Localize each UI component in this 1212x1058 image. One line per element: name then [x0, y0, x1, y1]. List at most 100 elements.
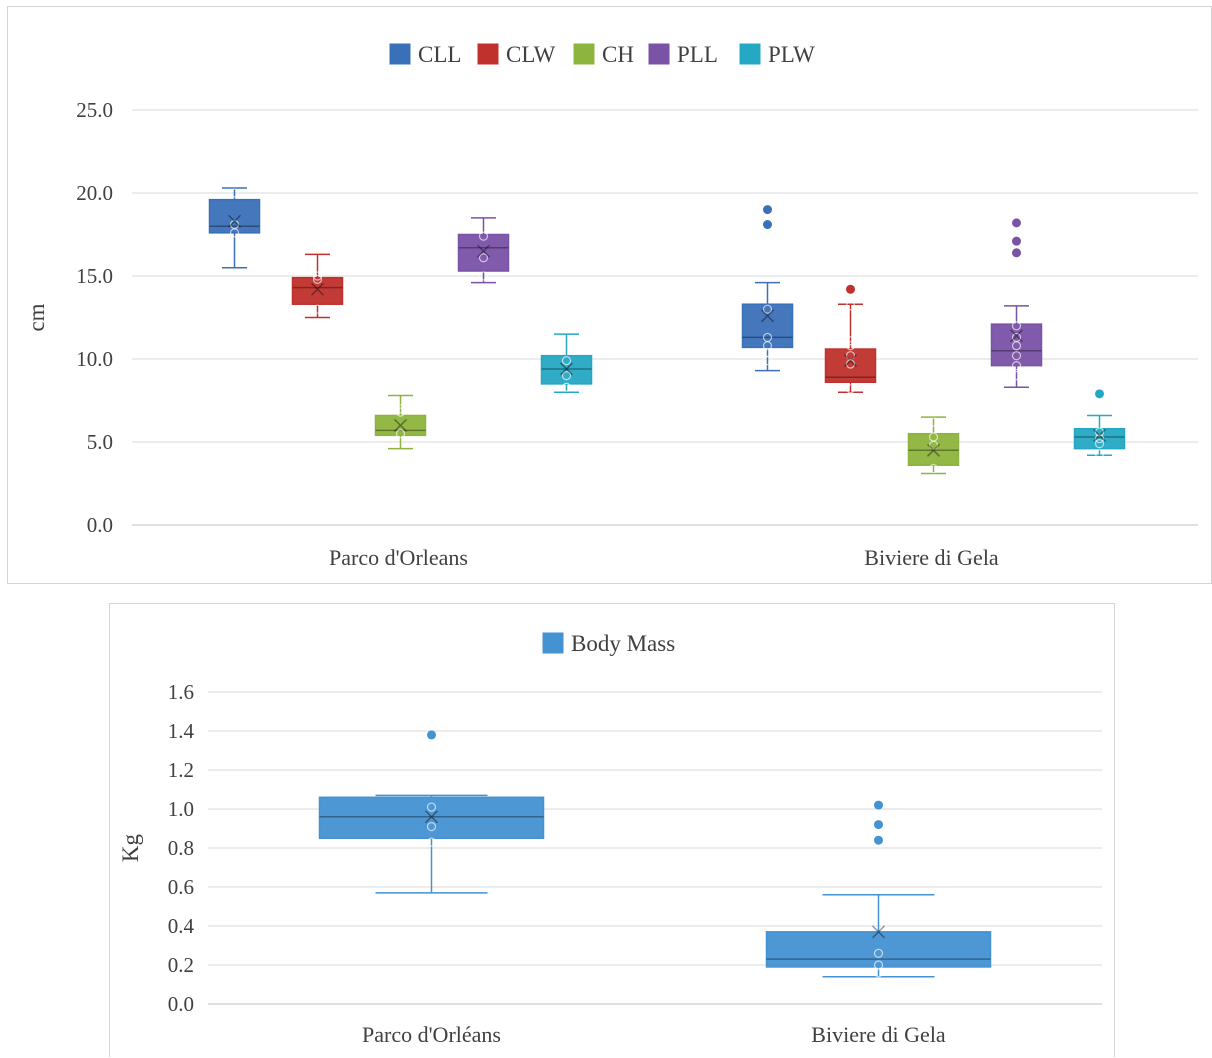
box-iqr — [741, 303, 794, 349]
x-category-label: Biviere di Gela — [811, 1022, 946, 1047]
mean-marker — [1092, 428, 1107, 442]
inner-point — [478, 231, 489, 241]
inner-point — [312, 271, 323, 281]
y-tick-label: 1.0 — [168, 797, 194, 821]
box-iqr — [374, 414, 427, 437]
outlier-point — [874, 835, 883, 845]
box-iqr — [990, 323, 1043, 367]
mean-marker — [424, 810, 439, 824]
mean-marker — [1009, 329, 1024, 343]
y-axis-title: Kg — [118, 833, 143, 862]
inner-point — [1011, 332, 1022, 343]
outlier-point — [874, 820, 883, 830]
inner-point — [561, 371, 572, 381]
legend-label: Body Mass — [571, 631, 675, 656]
inner-point — [762, 347, 773, 357]
box-PLL-0 — [457, 217, 510, 284]
outlier-point — [763, 220, 772, 230]
box-PLW-1 — [1073, 389, 1126, 459]
y-tick-label: 1.6 — [168, 680, 194, 704]
inner-point — [229, 188, 240, 198]
y-tick-label: 25.0 — [76, 98, 113, 122]
inner-point — [426, 837, 437, 847]
inner-point — [762, 332, 773, 343]
mean-marker — [559, 362, 574, 376]
outlier-point — [874, 800, 883, 810]
inner-point — [1094, 427, 1105, 437]
outlier-point — [427, 730, 436, 740]
inner-point — [478, 253, 489, 263]
inner-point — [312, 304, 323, 314]
x-category-label: Parco d'Orleans — [329, 545, 468, 570]
inner-point — [561, 356, 572, 366]
inner-point — [1094, 439, 1105, 449]
inner-point — [561, 382, 572, 392]
legend-label: CH — [602, 42, 634, 67]
dimensions-boxplot-chart: 0.0 5.0 10.0 15.0 20.0 25.0 cm Parco d'Orleans B… — [24, 42, 1198, 570]
inner-point — [1011, 351, 1022, 361]
inner-point — [426, 821, 437, 832]
legend-swatch — [542, 632, 564, 654]
y-tick-label: 1.4 — [168, 719, 195, 743]
box-CH-0 — [374, 394, 427, 450]
outlier-point — [763, 205, 772, 215]
legend-label: PLW — [768, 42, 815, 67]
mean-marker — [871, 925, 886, 939]
y-tick-label: 0.8 — [168, 836, 194, 860]
y-tick-label: 0.0 — [87, 513, 113, 537]
inner-point — [845, 336, 856, 346]
inner-point — [1011, 361, 1022, 371]
box-CLL-1 — [741, 205, 794, 372]
mean-marker — [476, 244, 491, 258]
outlier-point — [1012, 248, 1021, 258]
legend-swatch — [573, 43, 595, 65]
inner-point — [928, 463, 939, 474]
legend-label: PLL — [677, 42, 718, 67]
legend: CLL CLW CH PLL PLW — [389, 42, 815, 67]
inner-point — [873, 960, 884, 970]
inner-point — [873, 948, 884, 958]
body-mass-chart-panel: 0.0 0.2 0.4 0.6 0.8 1.0 1.2 1.4 1.6 Kg Parco d'Orl… — [109, 603, 1115, 1057]
inner-point — [1094, 434, 1105, 444]
inner-point — [1011, 371, 1022, 381]
box-PLW-0 — [540, 333, 593, 393]
outlier-point — [1095, 389, 1104, 399]
inner-point — [928, 417, 939, 427]
mean-marker — [760, 309, 775, 323]
inner-point — [395, 407, 406, 417]
y-tick-label: 5.0 — [87, 430, 113, 454]
legend-label: CLL — [418, 42, 461, 67]
y-tick-label: 0.0 — [168, 992, 194, 1016]
outlier-point — [1012, 218, 1021, 228]
body-mass-boxplot-chart: 0.0 0.2 0.4 0.6 0.8 1.0 1.2 1.4 1.6 Kg Parco d'Orl… — [118, 631, 1102, 1047]
box-iqr — [824, 348, 877, 383]
inner-point — [395, 429, 406, 439]
y-tick-label: 0.2 — [168, 953, 194, 977]
y-tick-label: 20.0 — [76, 181, 113, 205]
mean-marker — [310, 282, 325, 296]
box-CLL-0 — [208, 187, 261, 269]
legend-label: CLW — [506, 42, 556, 67]
y-axis-title: cm — [24, 303, 49, 331]
box-iqr — [1073, 427, 1126, 450]
outlier-point — [846, 284, 855, 294]
box-CLW-0 — [291, 253, 344, 319]
inner-point — [1094, 449, 1105, 459]
mean-marker — [393, 418, 408, 432]
inner-point — [845, 384, 856, 394]
inner-point — [762, 304, 773, 314]
x-category-label: Biviere di Gela — [864, 545, 999, 570]
outlier-point — [1012, 236, 1021, 246]
inner-point — [478, 271, 489, 281]
legend-swatch — [739, 43, 761, 65]
legend: Body Mass — [542, 631, 675, 656]
mean-marker — [926, 443, 941, 457]
inner-point — [845, 341, 856, 351]
y-tick-label: 1.2 — [168, 758, 194, 782]
inner-point — [395, 404, 406, 414]
y-tick-label: 0.4 — [168, 914, 195, 938]
inner-point — [426, 802, 437, 812]
inner-point — [845, 351, 856, 361]
y-tick-label: 10.0 — [76, 347, 113, 371]
y-tick-label: 15.0 — [76, 264, 113, 288]
